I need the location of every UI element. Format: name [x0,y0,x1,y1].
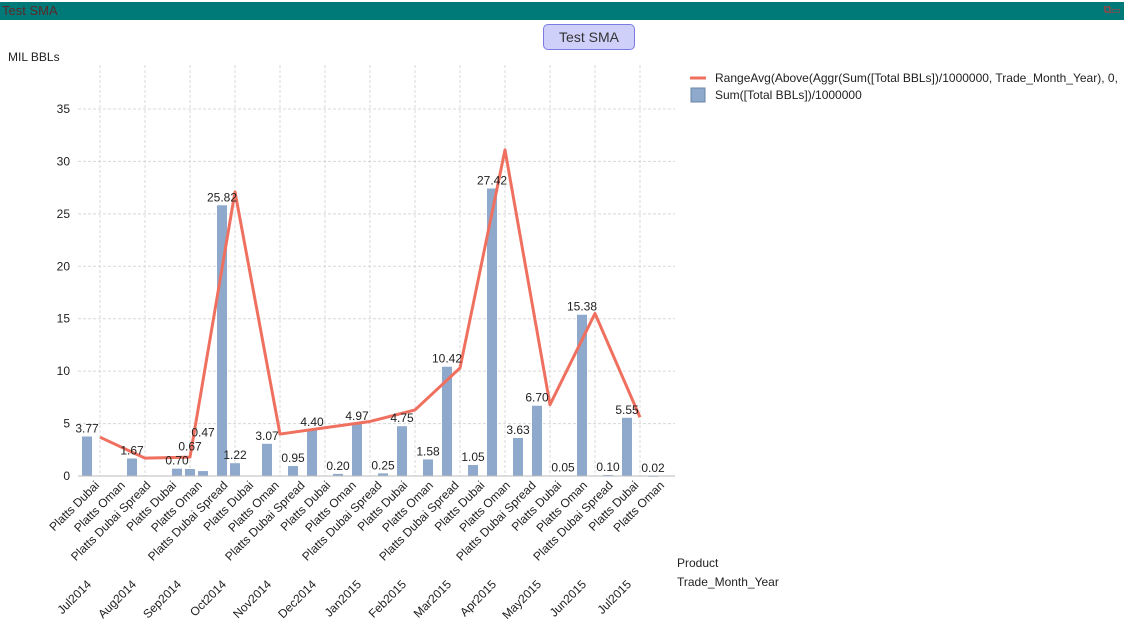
y-tick-label: 20 [57,259,71,273]
x-month-label: Oct2014 [187,577,229,619]
x-month-label: Aug2014 [95,577,139,621]
bar-value-label: 0.05 [551,460,575,474]
x-month-label: Dec2014 [275,577,319,621]
bar [622,417,632,476]
x-month-label: Nov2014 [230,577,274,621]
x-month-label: Jun2015 [547,577,590,620]
bar [217,205,227,476]
bar [397,426,407,476]
x-month-label: Jul2014 [54,577,94,617]
dimension-label-product: Product [677,556,719,570]
bar-value-label: 6.70 [525,391,549,405]
legend: RangeAvg(Above(Aggr(Sum([Total BBLs])/10… [690,71,1118,103]
x-month-label: Jul2015 [594,577,634,617]
bar-value-label: 3.63 [506,423,530,437]
bar-value-label: 15.38 [567,300,597,314]
bar [82,436,92,476]
moving-average-line [99,148,642,460]
bar [307,429,317,476]
bar [288,466,298,476]
x-month-label: Apr2015 [457,577,499,619]
bar-value-label: 25.82 [207,190,237,204]
bar-value-label: 0.70 [165,454,189,468]
bar [230,463,240,476]
y-tick-label: 15 [57,312,71,326]
bar-value-label: 10.42 [432,352,462,366]
x-month-label: Feb2015 [366,577,410,621]
bar-value-label: 0.95 [281,451,305,465]
bar [513,437,523,476]
x-month-label: May2015 [499,577,544,622]
y-tick-label: 30 [57,154,71,168]
bar-value-label: 5.55 [615,403,639,417]
bar [352,423,362,476]
bar-value-label: 0.25 [371,458,395,472]
window-title: Test SMA [2,3,58,18]
bar [603,474,613,476]
bar [442,366,452,476]
bar [172,468,182,476]
bar [468,464,478,476]
x-month-label: Sep2014 [140,577,184,621]
y-tick-label: 35 [57,102,71,116]
bar [577,314,587,476]
bar-value-label: 4.75 [390,411,414,425]
bar [127,458,137,476]
bar [262,443,272,476]
bar [378,473,388,476]
bar-value-label: 4.40 [300,415,324,429]
y-tick-label: 0 [63,469,70,483]
legend-bar-label: Sum([Total BBLs])/1000000 [715,88,862,102]
y-tick-label: 5 [63,417,70,431]
bar-value-label: 0.67 [178,440,202,454]
bar-value-label: 1.67 [120,443,144,457]
bar [198,471,208,476]
chart-title: Test SMA [543,24,635,50]
bar-value-label: 3.07 [255,429,279,443]
legend-line-label: RangeAvg(Above(Aggr(Sum([Total BBLs])/10… [715,71,1118,85]
bar [185,468,195,476]
bar-value-label: 0.20 [326,459,350,473]
bar-value-label: 1.05 [461,450,485,464]
bar-value-label: 1.58 [416,444,440,458]
bar-value-label: 1.22 [223,448,247,462]
bar [487,188,497,476]
legend-bar-swatch [690,87,706,103]
bar-value-label: 3.77 [75,421,99,435]
bar [333,473,343,476]
x-month-label: Mar2015 [411,577,455,621]
window-title-bar: Test SMA ⧉▭ [0,2,1124,20]
bar-value-label: 0.47 [191,426,215,440]
bar [532,405,542,476]
y-tick-label: 10 [57,364,71,378]
bar-value-label: 0.02 [641,461,665,475]
bar-value-label: 27.42 [477,173,507,187]
x-month-label: Jan2015 [322,577,365,620]
bar-value-label: 4.97 [345,409,369,423]
window-controls-icon[interactable]: ⧉▭ [1103,4,1120,16]
dimension-label-month: Trade_Month_Year [677,575,779,589]
bar-value-label: 0.10 [596,460,620,474]
bar [423,459,433,476]
y-tick-label: 25 [57,207,71,221]
y-axis-label: MIL BBLs [8,50,60,64]
